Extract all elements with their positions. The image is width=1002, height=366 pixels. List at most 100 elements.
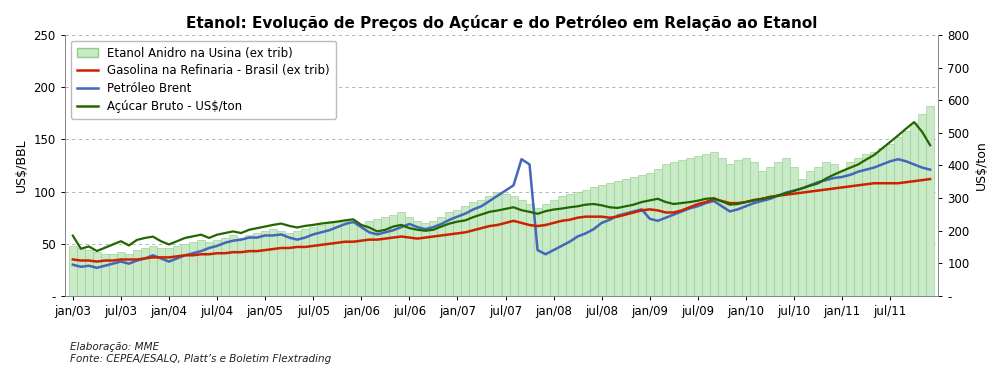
Bar: [597, 185, 605, 296]
Bar: [877, 148, 885, 296]
Bar: [677, 160, 685, 296]
Bar: [701, 154, 709, 296]
Bar: [269, 229, 277, 296]
Bar: [645, 173, 653, 296]
Bar: [357, 225, 365, 296]
Bar: [693, 156, 701, 296]
Bar: [389, 214, 397, 296]
Bar: [172, 246, 180, 296]
Bar: [125, 254, 133, 296]
Bar: [117, 252, 125, 296]
Bar: [629, 177, 637, 296]
Bar: [790, 167, 798, 296]
Bar: [581, 190, 589, 296]
Bar: [798, 179, 806, 296]
Bar: [709, 152, 717, 296]
Bar: [397, 213, 405, 296]
Bar: [901, 131, 909, 296]
Bar: [69, 246, 77, 296]
Bar: [806, 171, 814, 296]
Bar: [141, 248, 149, 296]
Bar: [437, 217, 445, 296]
Bar: [485, 196, 493, 296]
Bar: [149, 246, 157, 296]
Bar: [661, 164, 669, 296]
Bar: [774, 163, 782, 296]
Bar: [453, 210, 461, 296]
Bar: [573, 191, 581, 296]
Bar: [236, 238, 244, 296]
Bar: [365, 221, 373, 296]
Bar: [501, 194, 509, 296]
Bar: [293, 231, 301, 296]
Bar: [204, 242, 212, 296]
Text: Elaboração: MME: Elaboração: MME: [70, 341, 159, 351]
Bar: [429, 221, 437, 296]
Bar: [766, 167, 774, 296]
Bar: [325, 223, 333, 296]
Bar: [196, 240, 204, 296]
Bar: [605, 183, 613, 296]
Bar: [373, 219, 381, 296]
Bar: [477, 200, 485, 296]
Bar: [309, 227, 317, 296]
Bar: [853, 158, 861, 296]
Bar: [77, 248, 85, 296]
Bar: [525, 204, 533, 296]
Bar: [180, 244, 188, 296]
Bar: [653, 169, 661, 296]
Text: Fonte: CEPEA/ESALQ, Platt’s e Boletim Flextrading: Fonte: CEPEA/ESALQ, Platt’s e Boletim Fl…: [70, 354, 331, 364]
Bar: [405, 217, 413, 296]
Bar: [349, 223, 357, 296]
Bar: [869, 152, 877, 296]
Bar: [909, 123, 917, 296]
Bar: [220, 238, 228, 296]
Bar: [669, 163, 677, 296]
Bar: [261, 231, 269, 296]
Bar: [421, 223, 429, 296]
Bar: [749, 163, 758, 296]
Bar: [517, 200, 525, 296]
Bar: [228, 235, 236, 296]
Title: Etanol: Evolução de Preços do Açúcar e do Petróleo em Relação ao Etanol: Etanol: Evolução de Preços do Açúcar e d…: [185, 15, 817, 31]
Bar: [830, 164, 838, 296]
Bar: [445, 213, 453, 296]
Bar: [549, 200, 557, 296]
Bar: [317, 225, 325, 296]
Legend: Etanol Anidro na Usina (ex trib), Gasolina na Refinaria - Brasil (ex trib), Petr: Etanol Anidro na Usina (ex trib), Gasoli…: [71, 41, 336, 119]
Bar: [782, 158, 790, 296]
Bar: [845, 163, 853, 296]
Bar: [212, 240, 220, 296]
Y-axis label: US$/ton: US$/ton: [974, 141, 987, 190]
Bar: [637, 175, 645, 296]
Bar: [285, 234, 293, 296]
Bar: [461, 206, 469, 296]
Bar: [814, 167, 822, 296]
Bar: [509, 196, 517, 296]
Bar: [164, 248, 172, 296]
Bar: [917, 114, 925, 296]
Bar: [685, 158, 693, 296]
Bar: [733, 160, 741, 296]
Bar: [188, 242, 196, 296]
Bar: [341, 221, 349, 296]
Bar: [565, 194, 573, 296]
Bar: [822, 163, 830, 296]
Bar: [381, 217, 389, 296]
Bar: [893, 137, 901, 296]
Bar: [301, 229, 309, 296]
Bar: [861, 154, 869, 296]
Bar: [925, 106, 933, 296]
Bar: [758, 171, 766, 296]
Bar: [493, 191, 501, 296]
Bar: [85, 250, 93, 296]
Bar: [589, 187, 597, 296]
Bar: [253, 234, 261, 296]
Bar: [109, 254, 117, 296]
Bar: [621, 179, 629, 296]
Bar: [469, 202, 477, 296]
Bar: [533, 208, 541, 296]
Bar: [717, 158, 725, 296]
Bar: [277, 231, 285, 296]
Bar: [157, 248, 164, 296]
